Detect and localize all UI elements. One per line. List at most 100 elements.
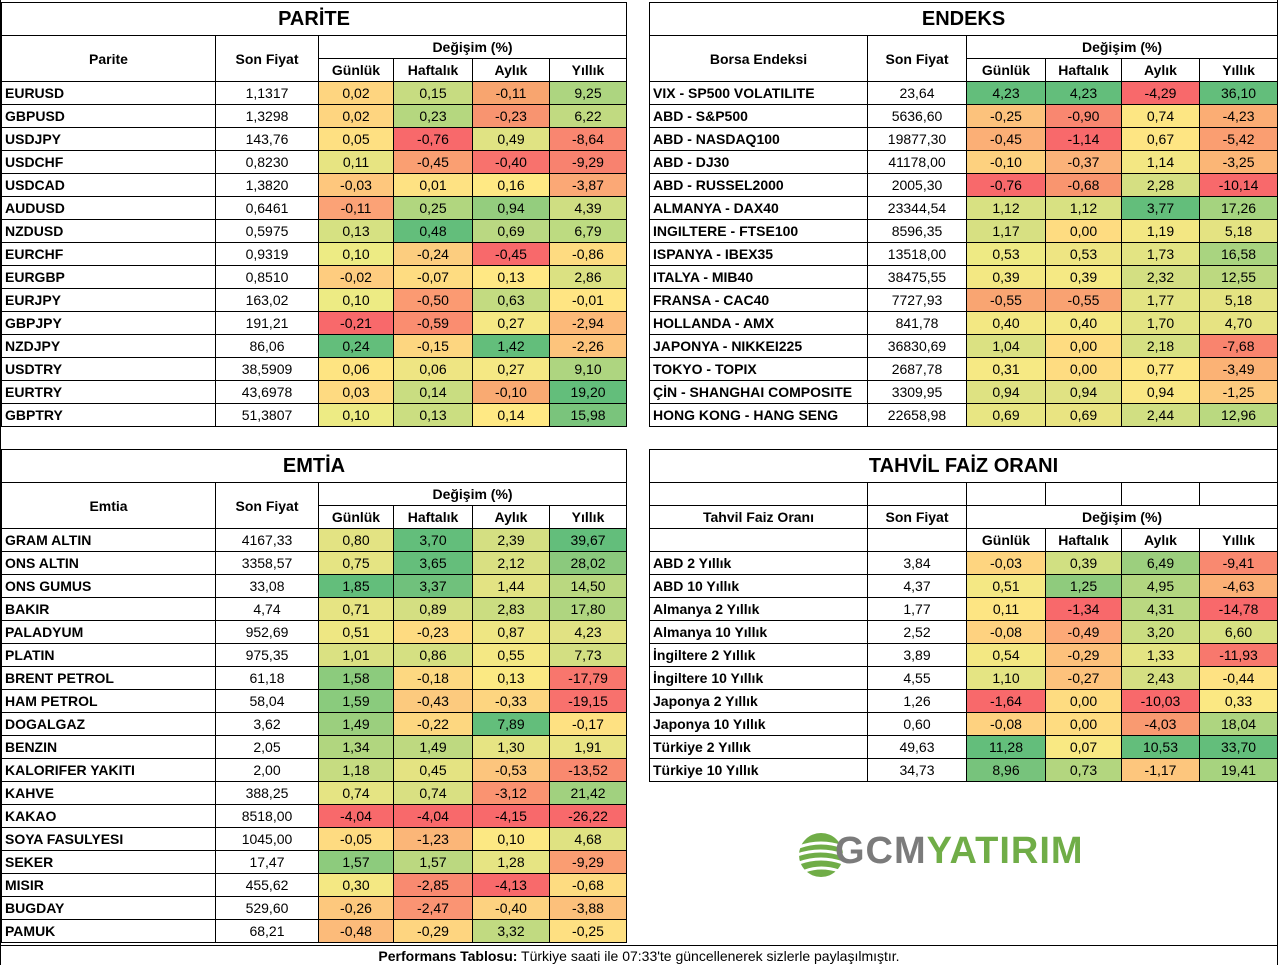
tahvil-rows: ABD 2 Yıllık 3,84 -0,03 0,39 6,49 -9,41 ABD 10…	[649, 551, 1278, 782]
table-row: TOKYO - TOPIX 2687,78 0,31 0,00 0,77 -3,49	[649, 357, 1278, 381]
row-price: 0,6461	[215, 196, 319, 220]
row-yearly: 5,18	[1198, 288, 1278, 312]
table-row: GRAM ALTIN 4167,33 0,80 3,70 2,39 39,67	[1, 528, 628, 552]
row-price: 3358,57	[215, 551, 319, 575]
row-weekly: 0,89	[393, 597, 473, 621]
row-daily: 1,17	[966, 219, 1046, 243]
parite-table: PARİTE Parite Son Fiyat Değişim (%) Günl…	[0, 2, 628, 427]
row-name: KAKAO	[1, 804, 216, 828]
row-monthly: 0,94	[1121, 380, 1200, 404]
row-daily: 4,23	[966, 81, 1046, 105]
table-row: İngiltere 2 Yıllık 3,89 0,54 -0,29 1,33 -11,9…	[649, 643, 1278, 667]
row-weekly: 0,86	[393, 643, 473, 667]
row-price: 952,69	[215, 620, 319, 644]
row-price: 2,05	[215, 735, 319, 759]
blank-cell	[1198, 482, 1278, 506]
row-daily: 1,57	[318, 850, 394, 874]
col-header-change: Değişim (%)	[965, 35, 1278, 59]
row-name: SEKER	[1, 850, 216, 874]
row-monthly: 1,42	[472, 334, 550, 358]
tahvil-table: TAHVİL FAİZ ORANI Tahvil Faiz Oranı Son …	[648, 449, 1278, 782]
table-row: Japonya 10 Yıllık 0,60 -0,08 0,00 -4,03 18,04	[649, 712, 1278, 736]
row-price: 3309,95	[867, 380, 967, 404]
row-weekly: -0,29	[1045, 643, 1122, 667]
row-price: 191,21	[215, 311, 319, 335]
row-daily: 0,10	[318, 242, 394, 266]
row-weekly: 0,00	[1045, 357, 1122, 381]
row-daily: 1,58	[318, 666, 394, 690]
row-daily: 1,59	[318, 689, 394, 713]
row-weekly: -1,14	[1045, 127, 1122, 151]
row-name: EURCHF	[1, 242, 216, 266]
row-yearly: -13,52	[548, 758, 628, 782]
row-yearly: 0,33	[1198, 689, 1278, 713]
row-yearly: -2,94	[548, 311, 628, 335]
row-yearly: -26,22	[548, 804, 628, 828]
table-row: VIX - SP500 VOLATILITE 23,64 4,23 4,23 -4,29…	[649, 81, 1278, 105]
row-price: 43,6978	[215, 380, 319, 404]
row-price: 2005,30	[867, 173, 967, 197]
row-yearly: 19,20	[548, 380, 628, 404]
row-name: KAHVE	[1, 781, 216, 805]
row-weekly: 0,00	[1045, 219, 1122, 243]
table-row: Almanya 2 Yıllık 1,77 0,11 -1,34 4,31 -14,78	[649, 597, 1278, 621]
row-name: ONS GUMUS	[1, 574, 216, 598]
row-weekly: -0,76	[393, 127, 473, 151]
row-price: 0,5975	[215, 219, 319, 243]
row-price: 33,08	[215, 574, 319, 598]
row-weekly: 0,01	[393, 173, 473, 197]
table-row: BAKIR 4,74 0,71 0,89 2,83 17,80	[1, 597, 628, 621]
row-yearly: -11,93	[1198, 643, 1278, 667]
row-price: 13518,00	[867, 242, 967, 266]
row-monthly: 1,28	[472, 850, 550, 874]
row-yearly: -0,86	[548, 242, 628, 266]
row-monthly: 3,20	[1121, 620, 1200, 644]
row-daily: -0,48	[318, 919, 394, 943]
row-weekly: -0,55	[1045, 288, 1122, 312]
row-weekly: -0,18	[393, 666, 473, 690]
row-daily: 0,54	[966, 643, 1046, 667]
endeks-rows: VIX - SP500 VOLATILITE 23,64 4,23 4,23 -4,29…	[649, 81, 1278, 427]
row-price: 7727,93	[867, 288, 967, 312]
col-header-monthly: Aylık	[472, 58, 550, 82]
row-daily: -0,55	[966, 288, 1046, 312]
row-yearly: -17,79	[548, 666, 628, 690]
row-price: 36830,69	[867, 334, 967, 358]
row-yearly: -4,23	[1198, 104, 1278, 128]
row-yearly: -5,42	[1198, 127, 1278, 151]
row-weekly: 0,13	[393, 403, 473, 427]
row-yearly: -0,01	[548, 288, 628, 312]
row-weekly: 0,40	[1045, 311, 1122, 335]
row-monthly: -3,12	[472, 781, 550, 805]
table-row: EURCHF 0,9319 0,10 -0,24 -0,45 -0,86	[1, 242, 628, 266]
table-row: GBPTRY 51,3807 0,10 0,13 0,14 15,98	[1, 403, 628, 427]
row-weekly: -0,37	[1045, 150, 1122, 174]
row-daily: 1,49	[318, 712, 394, 736]
row-weekly: -0,22	[393, 712, 473, 736]
row-price: 22658,98	[867, 403, 967, 427]
row-name: GBPTRY	[1, 403, 216, 427]
row-price: 23,64	[867, 81, 967, 105]
row-name: GRAM ALTIN	[1, 528, 216, 552]
row-weekly: 0,74	[393, 781, 473, 805]
row-weekly: -2,85	[393, 873, 473, 897]
row-price: 68,21	[215, 919, 319, 943]
row-weekly: 0,00	[1045, 712, 1122, 736]
table-row: ÇİN - SHANGHAI COMPOSITE 3309,95 0,94 0,94 0…	[649, 380, 1278, 404]
row-yearly: -2,26	[548, 334, 628, 358]
row-monthly: -4,29	[1121, 81, 1200, 105]
row-monthly: 1,14	[1121, 150, 1200, 174]
row-yearly: -3,88	[548, 896, 628, 920]
row-price: 4,37	[867, 574, 967, 598]
row-daily: 0,69	[966, 403, 1046, 427]
col-header-change: Değişim (%)	[965, 505, 1278, 529]
table-row: ONS ALTIN 3358,57 0,75 3,65 2,12 28,02	[1, 551, 628, 575]
row-name: TOKYO - TOPIX	[649, 357, 868, 381]
row-price: 163,02	[215, 288, 319, 312]
row-monthly: 1,73	[1121, 242, 1200, 266]
row-daily: -0,26	[318, 896, 394, 920]
col-header-price: Son Fiyat	[867, 505, 967, 529]
table-row: USDJPY 143,76 0,05 -0,76 0,49 -8,64	[1, 127, 628, 151]
col-header-yearly: Yıllık	[548, 58, 628, 82]
row-weekly: -0,49	[1045, 620, 1122, 644]
